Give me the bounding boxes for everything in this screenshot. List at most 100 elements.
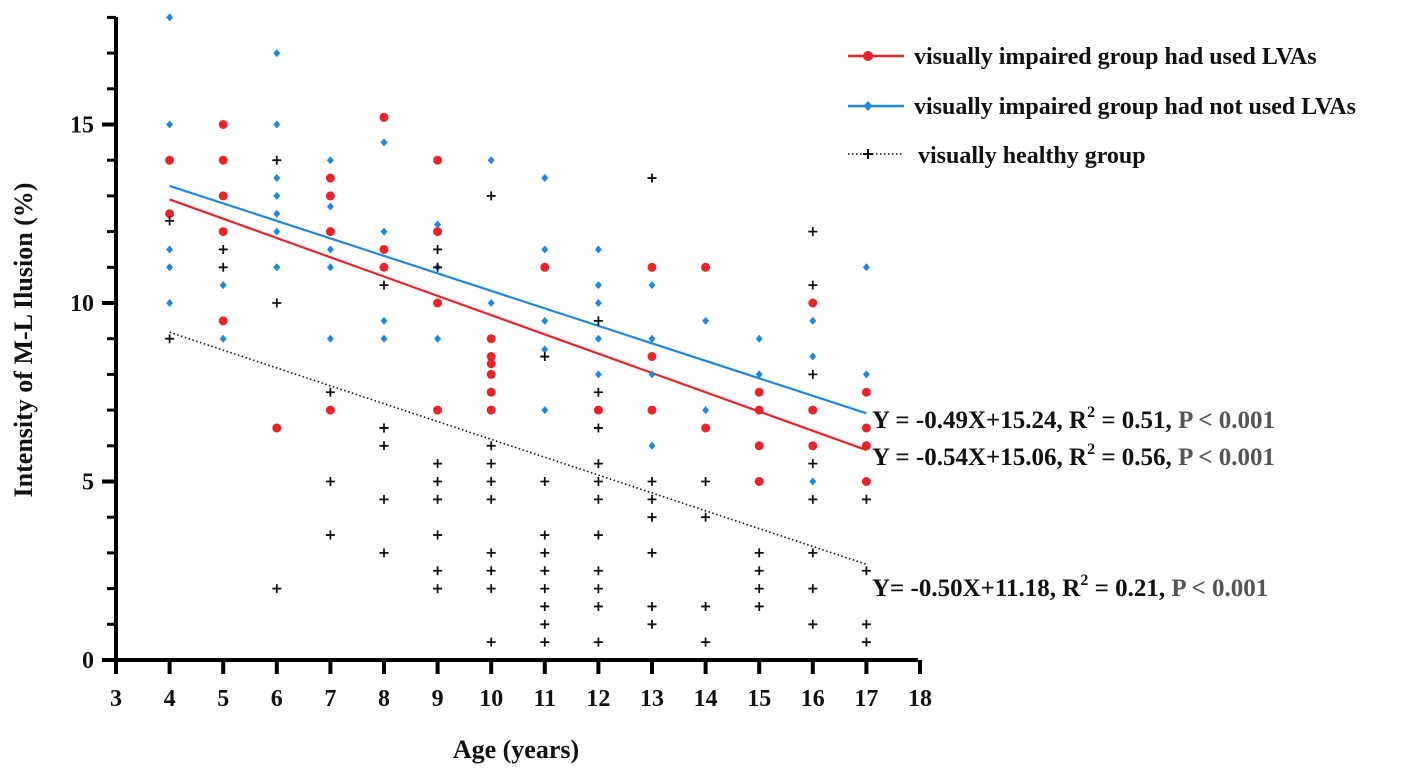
point-not-used-lvas [380,316,388,325]
legend-marker-not-used-lvas [863,101,873,111]
point-healthy [808,459,818,469]
equation-rest: = 0.51, [1095,407,1178,434]
point-healthy [701,601,711,611]
x-tick-label: 12 [586,686,610,712]
point-used-lvas [861,477,871,486]
fit-lines [169,184,867,566]
x-tick-label: 3 [110,686,122,712]
point-not-used-lvas [273,263,281,272]
point-not-used-lvas [166,263,174,272]
point-healthy [701,477,711,486]
point-used-lvas [486,334,496,344]
x-tick-label: 17 [854,686,878,712]
point-healthy [808,619,818,629]
point-healthy [647,619,657,629]
point-healthy [272,298,282,308]
point-not-used-lvas [326,245,334,254]
point-healthy [593,316,603,326]
point-healthy [433,566,443,576]
point-healthy [486,637,496,647]
point-healthy [540,530,550,540]
point-healthy [433,459,443,469]
point-not-used-lvas [862,263,870,272]
point-used-lvas [165,155,175,165]
point-healthy [593,566,603,576]
point-not-used-lvas [541,316,549,325]
point-not-used-lvas [594,370,602,379]
point-not-used-lvas [809,316,817,325]
x-tick-label: 5 [217,686,229,712]
point-not-used-lvas [219,281,227,290]
point-used-lvas [486,369,496,379]
point-healthy [379,280,389,290]
point-used-lvas [433,155,443,165]
point-healthy [808,584,818,594]
point-not-used-lvas [702,406,710,415]
point-not-used-lvas [648,441,656,450]
point-healthy [433,244,443,254]
point-healthy [593,423,603,433]
point-used-lvas [379,244,389,254]
point-used-lvas [433,227,443,237]
point-healthy [593,494,603,504]
point-healthy [379,494,389,504]
point-not-used-lvas [541,406,549,415]
point-healthy [540,352,550,362]
x-tick-label: 18 [908,686,932,712]
point-healthy [486,584,496,594]
point-used-lvas [861,423,871,433]
point-healthy [486,441,496,451]
point-used-lvas [325,173,335,183]
point-used-lvas [325,227,335,237]
legend-marker-used-lvas [863,51,873,61]
equation-used-lvas: Y = -0.54X+15.06, R2 = 0.56, P < 0.001 [872,441,1275,471]
point-not-used-lvas [862,370,870,379]
point-healthy [486,191,496,201]
point-used-lvas [647,352,657,362]
point-healthy [754,584,764,594]
point-used-lvas [486,387,496,397]
point-healthy [379,441,389,451]
point-healthy [593,601,603,611]
point-healthy [325,477,335,486]
point-healthy [754,548,764,558]
point-healthy [593,459,603,469]
equation-p: P < 0.001 [1178,444,1275,471]
equation-p: P < 0.001 [1178,407,1275,434]
point-healthy [808,494,818,504]
y-axis-title: Intensity of M-L Ilusion (%) [9,183,38,498]
point-healthy [540,548,550,558]
point-used-lvas [861,441,871,451]
point-healthy [540,619,550,629]
point-healthy [165,334,175,344]
point-used-lvas [218,316,228,326]
equation-main: Y= -0.50X+11.18, R [872,575,1081,602]
point-used-lvas [540,262,550,272]
point-healthy [379,548,389,558]
point-used-lvas [647,405,657,415]
point-healthy [754,566,764,576]
point-healthy [218,262,228,272]
point-healthy [540,477,550,486]
equation-p: P < 0.001 [1171,575,1268,602]
point-not-used-lvas [648,370,656,379]
point-healthy [486,477,496,486]
x-tick-label: 10 [479,686,503,712]
point-used-lvas [647,262,657,272]
point-healthy [647,601,657,611]
point-healthy [701,512,711,522]
legend-label-used-lvas: visually impaired group had used LVAs [914,44,1317,70]
fit-line-0 [169,198,867,452]
fit-line-2 [169,331,867,566]
regression-annotations: Y = -0.49X+15.24, R2 = 0.51, P < 0.001 Y… [872,404,1275,602]
legend-item-used-lvas: visually impaired group had used LVAs [848,44,1317,70]
point-not-used-lvas [755,334,763,343]
point-not-used-lvas [702,316,710,325]
x-tick-label: 14 [694,686,718,712]
point-used-lvas [433,298,443,308]
y-tick-label: 0 [82,648,94,674]
point-used-lvas [808,441,818,451]
legend-marker-healthy [863,149,873,159]
point-used-lvas [754,405,764,415]
